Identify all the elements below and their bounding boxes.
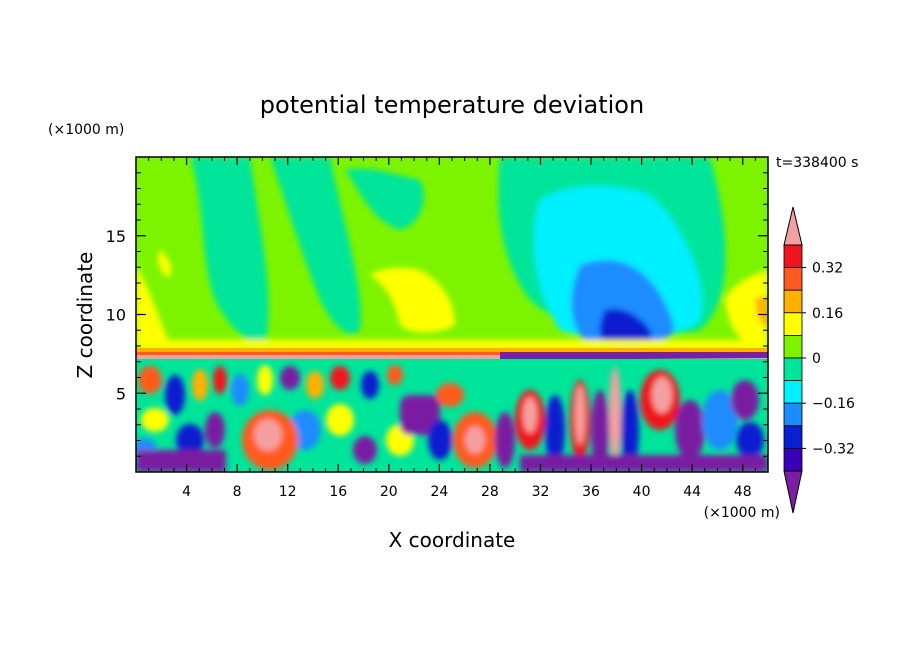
x-tick-label: 40 — [633, 484, 651, 500]
y-axis-unit: (×1000 m) — [48, 122, 124, 138]
band-2 — [136, 352, 768, 355]
x-tick-label: 32 — [532, 484, 550, 500]
x-tick-label: 24 — [430, 484, 448, 500]
upper-plumes — [136, 157, 768, 354]
y-ticks: 5 10 15 — [106, 172, 768, 457]
band-4 — [136, 359, 768, 365]
x-tick-label: 4 — [182, 484, 191, 500]
lower-cells — [136, 365, 768, 472]
y-axis-label: Z coordinate — [73, 252, 97, 379]
colorbar-box — [783, 425, 803, 449]
colorbar-box — [783, 334, 803, 359]
colorbar-min-triangle — [783, 470, 803, 514]
colorbar-box — [783, 447, 803, 472]
y-tick-label: 15 — [106, 227, 126, 246]
x-tick-label: 36 — [582, 484, 600, 500]
y-tick-label: 5 — [116, 384, 126, 403]
colorbar-box — [783, 289, 803, 314]
colorbar-box — [783, 380, 803, 404]
band-1 — [136, 348, 768, 352]
colorbar-tick-label: 0 — [812, 351, 821, 367]
x-axis-unit: (×1000 m) — [704, 505, 780, 521]
band-purple — [500, 352, 768, 360]
colorbar: 0.32 0.16 0 −0.16 −0.32 — [783, 206, 855, 514]
contour-field — [136, 157, 768, 472]
x-tick-label: 12 — [279, 484, 297, 500]
colorbar-tick-label: −0.32 — [812, 441, 855, 457]
colorbar-tick-label: 0.16 — [812, 306, 843, 322]
colorbar-max-triangle — [783, 206, 803, 246]
y-tick-label: 10 — [106, 306, 126, 325]
band-3 — [136, 355, 768, 359]
time-label: t=338400 s — [776, 155, 858, 171]
colorbar-box — [783, 402, 803, 427]
x-tick-label: 8 — [233, 484, 242, 500]
chart-title: potential temperature deviation — [260, 91, 644, 119]
colorbar-box — [783, 244, 803, 269]
x-tick-label: 48 — [734, 484, 752, 500]
colorbar-box — [783, 357, 803, 382]
x-tick-label: 28 — [481, 484, 499, 500]
colorbar-tick-label: −0.16 — [812, 396, 855, 412]
x-tick-label: 16 — [329, 484, 347, 500]
x-axis-label: X coordinate — [389, 528, 516, 552]
x-tick-label: 20 — [380, 484, 398, 500]
x-tick-label: 44 — [683, 484, 701, 500]
colorbar-tick-label: 0.32 — [812, 261, 843, 277]
x-ticks: 4 8 12 16 20 24 28 32 36 40 44 48 — [148, 157, 756, 500]
colorbar-box — [783, 312, 803, 336]
colorbar-box — [783, 267, 803, 291]
